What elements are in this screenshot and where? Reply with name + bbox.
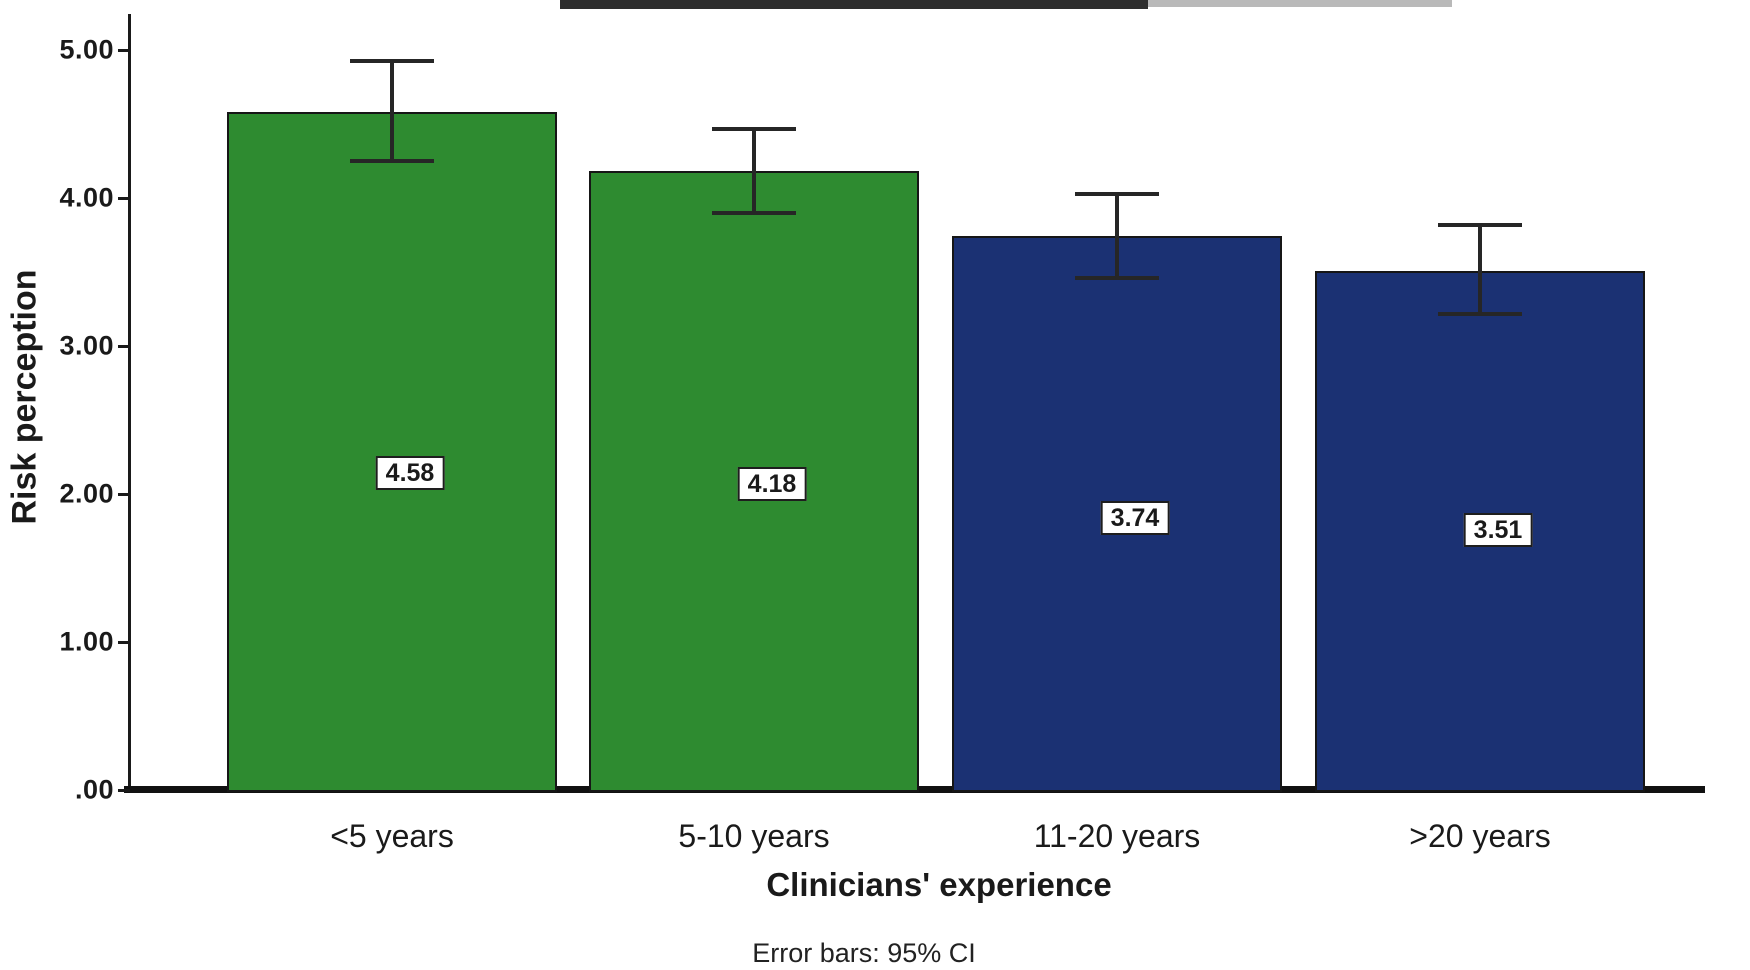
y-tick-mark xyxy=(118,493,130,496)
error-bar-lower-cap xyxy=(1438,311,1522,316)
error-bar-upper-cap xyxy=(712,126,796,131)
y-tick-label: 2.00 xyxy=(59,478,114,509)
y-tick-mark xyxy=(118,197,130,200)
x-tick-label: 11-20 years xyxy=(1033,818,1201,854)
error-bar-whisker xyxy=(390,58,394,163)
y-tick-label: 5.00 xyxy=(59,34,114,65)
bar-value-label: 4.18 xyxy=(737,466,807,501)
y-tick-mark xyxy=(118,789,130,792)
error-bar-lower-cap xyxy=(1075,276,1159,281)
error-bar-lower-cap xyxy=(350,159,434,164)
error-bar-whisker xyxy=(1115,192,1119,280)
y-tick-label: .00 xyxy=(74,774,114,805)
bar-value-label: 3.74 xyxy=(1100,501,1170,536)
x-tick-label: >20 years xyxy=(1409,818,1551,854)
error-bar-whisker xyxy=(752,126,756,215)
y-tick-mark xyxy=(118,641,130,644)
bar-value-label: 4.58 xyxy=(375,456,445,491)
y-tick-label: 1.00 xyxy=(59,626,114,657)
error-bar-whisker xyxy=(1478,223,1482,315)
bar-1 xyxy=(227,112,557,792)
x-tick-label: <5 years xyxy=(330,818,454,854)
x-axis-title: Clinicians' experience xyxy=(766,866,1112,903)
error-bar-lower-cap xyxy=(712,211,796,216)
y-axis-line xyxy=(128,14,131,790)
error-bar-upper-cap xyxy=(1438,223,1522,228)
y-tick-label: 3.00 xyxy=(59,330,114,361)
y-tick-mark xyxy=(118,345,130,348)
x-tick-label: 5-10 years xyxy=(678,818,830,854)
cropped-title-remnant-light xyxy=(1148,0,1452,7)
bar-value-label: 3.51 xyxy=(1463,513,1533,548)
y-tick-mark xyxy=(118,49,130,52)
error-bar-upper-cap xyxy=(350,58,434,63)
error-bar-caption: Error bars: 95% CI xyxy=(752,938,976,968)
error-bar-upper-cap xyxy=(1075,192,1159,197)
cropped-title-remnant xyxy=(560,0,1148,9)
y-tick-label: 4.00 xyxy=(59,182,114,213)
